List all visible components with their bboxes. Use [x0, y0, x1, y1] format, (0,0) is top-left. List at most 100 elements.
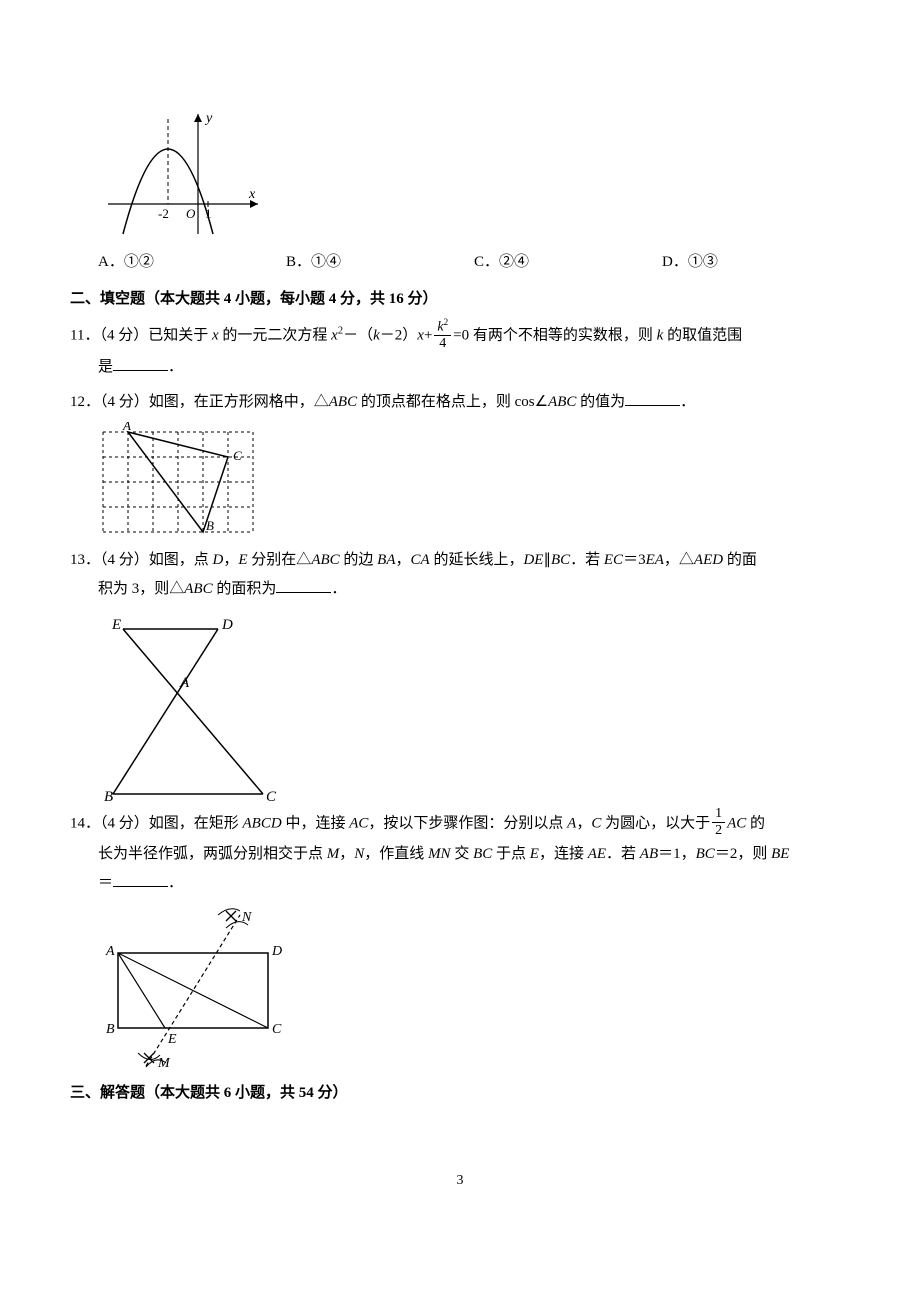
q14-AB: AB [640, 846, 658, 862]
q13-CA: CA [411, 552, 430, 568]
rect-D: D [271, 944, 282, 959]
q12: 12．（4 分）如图，在正方形网格中，△ABC 的顶点都在格点上，则 cos∠A… [70, 388, 850, 417]
q12-blank [625, 390, 680, 406]
tick-1: 1 [205, 206, 212, 221]
q14-figure: A B C D E M N [98, 903, 850, 1073]
q11-blank [113, 355, 168, 371]
q14-line3: ＝． [70, 869, 850, 898]
q14-C: C [591, 816, 601, 832]
q14-AE: AE [588, 846, 606, 862]
label-x: x [248, 187, 256, 202]
q11-tail: 的取值范围 [663, 328, 742, 344]
tick-neg2: -2 [158, 206, 169, 221]
q14-line2: 长为半径作弧，两弧分别相交于点 M，N，作直线 MN 交 BC 于点 E，连接 … [70, 840, 850, 869]
q11-eq1: x [331, 328, 338, 344]
q13-l2a: 积为 3，则△ [98, 581, 184, 597]
line-AC [118, 953, 268, 1028]
grid-lines [103, 432, 253, 532]
q14-eq2: ＝2，则 [715, 846, 771, 862]
q13-p2: 分别在△ [248, 552, 312, 568]
section2-title: 二、填空题（本大题共 4 小题，每小题 4 分，共 16 分） [70, 285, 850, 314]
q13-period: ． [331, 581, 346, 597]
q13-l2b: 的面积为 [213, 581, 277, 597]
q14-fnum: 1 [712, 806, 725, 822]
rect-M: M [157, 1056, 171, 1071]
q14-N: N [354, 846, 364, 862]
q14-l2c: 交 [451, 846, 474, 862]
q14-p4: 为圆心，以大于 [601, 816, 710, 832]
q11-period: ． [168, 359, 183, 375]
q11-line2: 是． [70, 353, 850, 382]
q11-x: x [212, 328, 219, 344]
q10-figure: x y O -2 1 [98, 104, 850, 244]
tri-A: A [179, 675, 190, 691]
q14-AC2: AC [727, 816, 746, 832]
q13: 13．（4 分）如图，点 D，E 分别在△ABC 的边 BA，CA 的延长线上，… [70, 546, 850, 603]
q14-BE: BE [771, 846, 789, 862]
q13-DE: DE [523, 552, 543, 568]
q14-fden: 2 [712, 823, 725, 838]
q14-MN: MN [428, 846, 451, 862]
q13-D: D [213, 552, 224, 568]
q14-frac: 12 [712, 806, 725, 838]
q14-l2f: ．若 [606, 846, 640, 862]
q13-p1: 13．（4 分）如图，点 [70, 552, 213, 568]
q13-BC: BC [551, 552, 570, 568]
q12-mid: 的顶点都在格点上，则 cos∠ [357, 394, 548, 410]
q11-frac: k24 [434, 317, 451, 351]
q13-BA: BA [377, 552, 395, 568]
q13-p5: ．若 [570, 552, 604, 568]
line-DB [113, 629, 218, 794]
q14: 14．（4 分）如图，在矩形 ABCD 中，连接 AC，按以下步骤作图：分别以点… [70, 808, 850, 897]
page-number: 3 [70, 1168, 850, 1195]
grid-svg: A C B [98, 422, 268, 542]
rect-C: C [272, 1022, 282, 1037]
q14-l2d: 于点 [492, 846, 530, 862]
q10-options: A．①② B．①④ C．②④ D．①③ [70, 248, 850, 277]
q12-t1: 12．（4 分）如图，在正方形网格中，△ [70, 394, 329, 410]
q14-p5: 的 [746, 816, 765, 832]
q11-fsup: 2 [444, 317, 449, 327]
tri-svg: E D A B C [98, 609, 288, 804]
rect-A: A [105, 944, 115, 959]
q14-l2b: ，作直线 [364, 846, 428, 862]
q14-c2: ， [339, 846, 354, 862]
q13-par: ∥ [543, 552, 551, 568]
q14-M: M [327, 846, 340, 862]
q14-AC: AC [349, 816, 368, 832]
q14-E: E [530, 846, 539, 862]
rect-svg: A B C D E M N [98, 903, 298, 1073]
q12-abc: ABC [329, 394, 357, 410]
q14-l2a: 长为半径作弧，两弧分别相交于点 [98, 846, 327, 862]
q13-ABC2: ABC [184, 581, 212, 597]
q13-ABC: ABC [311, 552, 339, 568]
cross-N [226, 911, 236, 921]
q14-period: ． [168, 875, 183, 891]
q13-AED: AED [694, 552, 723, 568]
q11-eq0: =0 有两个不相等的实数根，则 [453, 328, 656, 344]
q11-x2: x [417, 328, 424, 344]
q14-ABCD: ABCD [243, 816, 282, 832]
grid-A: A [122, 422, 131, 433]
parabola-svg: x y O -2 1 [98, 104, 268, 244]
tri-C: C [266, 789, 277, 804]
q13-E: E [238, 552, 247, 568]
q11-l2: 是 [98, 359, 113, 375]
q13-eq: ＝3 [623, 552, 646, 568]
q14-eq1: ＝1， [658, 846, 696, 862]
q13-blank [276, 577, 331, 593]
q13-p3: 的边 [340, 552, 378, 568]
q11-t2: 的一元二次方程 [219, 328, 332, 344]
q11: 11．（4 分）已知关于 x 的一元二次方程 x2－（k－2）x+k24=0 有… [70, 319, 850, 382]
q13-line2: 积为 3，则△ABC 的面积为 ． [70, 575, 850, 604]
q13-p4: 的延长线上， [430, 552, 524, 568]
q13-p6: 的面 [723, 552, 757, 568]
label-y: y [204, 111, 213, 126]
option-C: C．②④ [474, 248, 662, 277]
q13-c2: ， [396, 552, 411, 568]
tri-E: E [111, 617, 121, 633]
q12-figure: A C B [98, 422, 850, 542]
q11-fden: 4 [434, 336, 451, 351]
q13-c3: ，△ [664, 552, 694, 568]
q14-blank [113, 871, 168, 887]
